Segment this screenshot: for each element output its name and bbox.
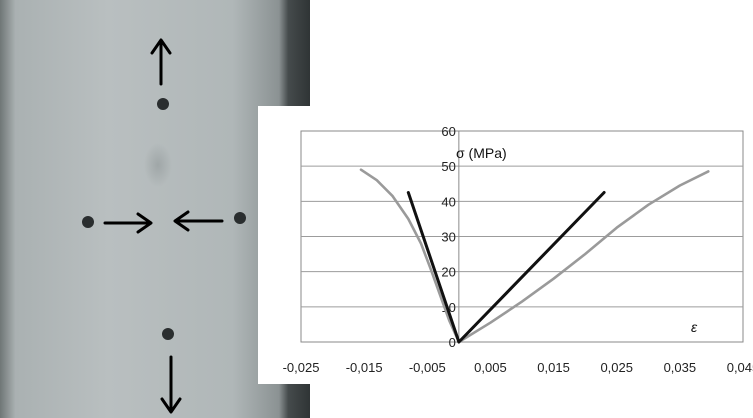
marker-dot-right xyxy=(234,212,246,224)
linear-fit-line-3 xyxy=(457,191,606,344)
marker-dot-bottom xyxy=(162,328,174,340)
left-arrow-icon xyxy=(173,210,224,232)
right-arrow-icon xyxy=(103,212,153,234)
grid-lines xyxy=(301,131,743,342)
marker-dot-left xyxy=(82,216,94,228)
x-tick-label: 0,045 xyxy=(727,360,753,375)
x-tick-label: -0,005 xyxy=(409,360,446,375)
series-group xyxy=(359,168,710,344)
y-axis-label: σ (MPa) xyxy=(456,145,507,161)
up-arrow-icon xyxy=(150,38,172,86)
x-tick-label: 0,025 xyxy=(600,360,633,375)
linear-fit-line-2 xyxy=(406,191,461,344)
specimen-smudge xyxy=(144,143,172,187)
y-tick-label: 40 xyxy=(441,194,455,209)
x-tick-label: 0,005 xyxy=(474,360,507,375)
marker-dot-top xyxy=(157,98,169,110)
experimental-curve-1 xyxy=(457,170,710,344)
y-tick-label: 30 xyxy=(441,230,455,245)
x-tick-labels: -0,025 -0,015 -0,005 0,005 0,015 0,025 0,035 0,… xyxy=(283,360,753,375)
x-tick-label: 0,015 xyxy=(537,360,570,375)
y-tick-label: 20 xyxy=(441,265,455,280)
y-tick-label: 50 xyxy=(441,159,455,174)
x-tick-label: 0,035 xyxy=(664,360,697,375)
chart-panel: 0 10 20 30 40 50 60 -0,025 -0,015 -0,005 0,005 0,0… xyxy=(258,106,753,384)
x-axis-label: ε xyxy=(691,319,698,335)
x-tick-label: -0,015 xyxy=(346,360,383,375)
down-arrow-icon xyxy=(160,355,182,414)
x-tick-label: -0,025 xyxy=(283,360,320,375)
y-tick-label: 0 xyxy=(449,335,456,350)
y-tick-label: 60 xyxy=(441,124,455,139)
experimental-curve-0 xyxy=(359,168,461,344)
